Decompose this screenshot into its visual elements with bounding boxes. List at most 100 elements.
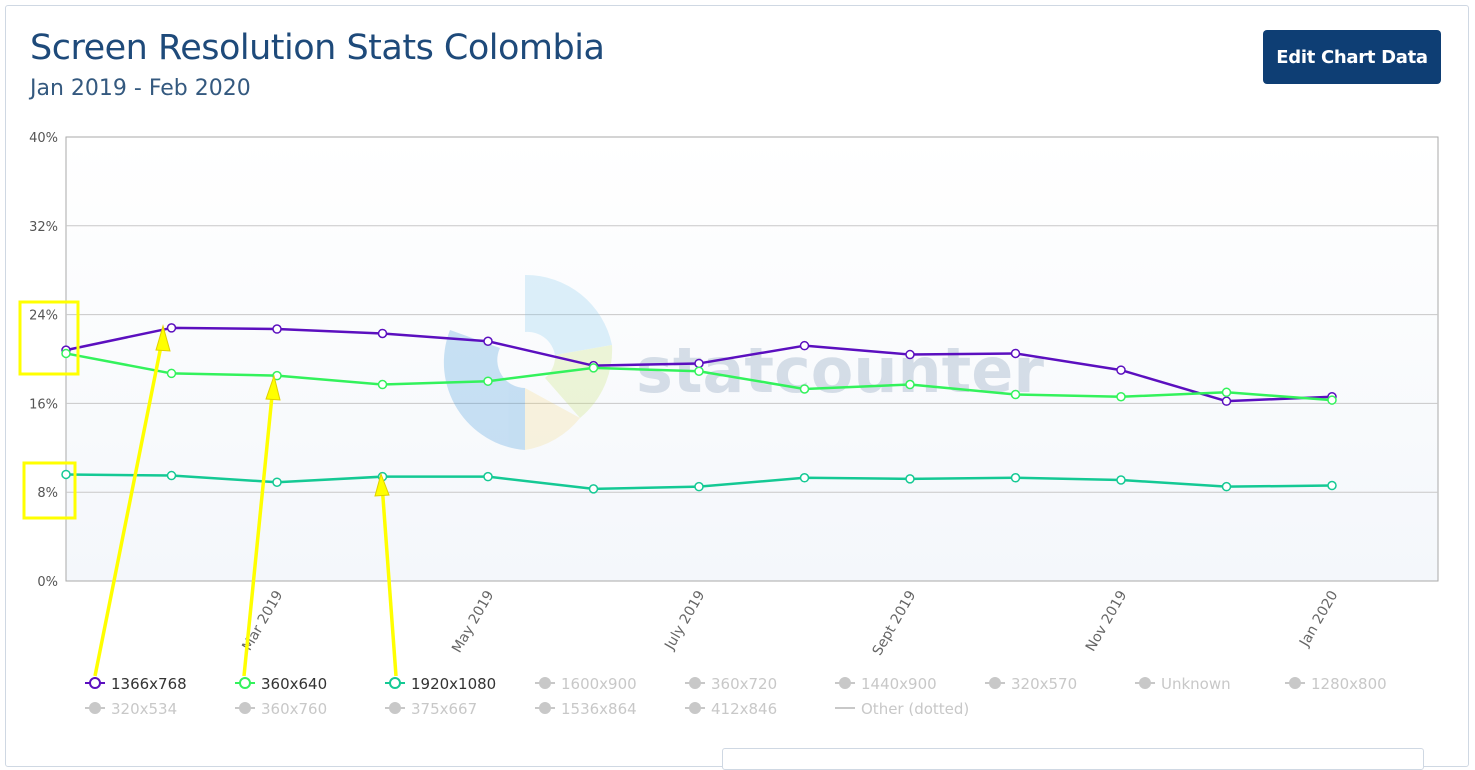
y-tick-label: 16%: [29, 397, 58, 412]
plot-area: [65, 136, 1439, 582]
data-point[interactable]: [694, 358, 704, 369]
legend-label: 1600x900: [561, 675, 637, 693]
data-point[interactable]: [1221, 387, 1232, 398]
data-point[interactable]: [694, 366, 704, 376]
y-tick-label: 24%: [29, 309, 58, 324]
edit-chart-data-button[interactable]: Edit Chart Data: [1263, 30, 1441, 84]
legend-marker: [389, 677, 401, 689]
legend-label: 360x640: [261, 675, 327, 693]
legend-item-320x534[interactable]: 320x534: [85, 700, 177, 718]
legend-item-1366x768[interactable]: 1366x768: [85, 675, 187, 693]
data-point[interactable]: [166, 323, 177, 333]
legend-item-320x570[interactable]: 320x570: [985, 675, 1077, 693]
legend-label: 1280x800: [1311, 675, 1387, 693]
data-point[interactable]: [1010, 389, 1021, 400]
data-point[interactable]: [905, 474, 915, 484]
y-tick-label: 40%: [29, 131, 58, 146]
legend-label: 1536x864: [561, 700, 637, 718]
data-point[interactable]: [799, 340, 810, 351]
lower-panel: [722, 748, 1424, 770]
data-point[interactable]: [799, 473, 810, 483]
legend-item-other-dotted-[interactable]: Other (dotted): [835, 700, 969, 718]
legend-label: 375x667: [411, 700, 477, 718]
x-tick-label: Jan 2020: [1296, 588, 1341, 650]
y-tick-label: 32%: [29, 220, 58, 235]
legend-item-360x640[interactable]: 360x640: [235, 675, 327, 693]
data-point[interactable]: [588, 363, 599, 373]
yellow-arrow-360x640: [242, 374, 281, 677]
series-360x640: [61, 348, 1337, 405]
data-point[interactable]: [61, 469, 71, 480]
data-point[interactable]: [272, 324, 282, 334]
legend-label: 1920x1080: [411, 675, 496, 693]
data-point[interactable]: [377, 328, 388, 339]
legend-label: 360x720: [711, 675, 777, 693]
legend-item-360x720[interactable]: 360x720: [685, 675, 777, 693]
data-point[interactable]: [1221, 396, 1232, 406]
x-tick-label: Sept 2019: [870, 588, 920, 658]
data-point[interactable]: [377, 379, 388, 390]
legend-marker: [539, 677, 551, 689]
data-point[interactable]: [1010, 348, 1021, 359]
legend-label: 360x760: [261, 700, 327, 718]
data-point[interactable]: [1327, 395, 1337, 405]
yellow-arrow-1366x768: [93, 324, 171, 677]
statcounter-watermark: statcounter: [443, 274, 1044, 450]
legend-label: Other (dotted): [861, 700, 969, 718]
legend-marker: [839, 677, 851, 689]
legend-item-412x846[interactable]: 412x846: [685, 700, 777, 718]
legend-label: 412x846: [711, 700, 777, 718]
data-point[interactable]: [1116, 391, 1126, 402]
data-point[interactable]: [799, 384, 810, 394]
legend-item-1920x1080[interactable]: 1920x1080: [385, 675, 496, 693]
data-point[interactable]: [694, 481, 704, 492]
chart-subtitle: Jan 2019 - Feb 2020: [30, 76, 251, 101]
data-point[interactable]: [483, 376, 493, 386]
legend-marker: [239, 677, 251, 689]
legend-item-unknown[interactable]: Unknown: [1135, 675, 1231, 693]
legend-marker: [389, 702, 401, 714]
x-tick-label: May 2019: [449, 588, 497, 656]
legend-item-1600x900[interactable]: 1600x900: [535, 675, 637, 693]
legend: 1366x768 360x640 1920x1080 1600x900 360x720 1…: [85, 675, 1387, 718]
data-point[interactable]: [905, 379, 915, 390]
data-point[interactable]: [905, 349, 915, 360]
highlight-box-8: [22, 461, 77, 520]
legend-label: 320x570: [1011, 675, 1077, 693]
legend-marker: [1289, 677, 1301, 689]
legend-item-1440x900[interactable]: 1440x900: [835, 675, 937, 693]
data-point[interactable]: [1010, 473, 1021, 483]
legend-item-1280x800[interactable]: 1280x800: [1285, 675, 1387, 693]
highlight-annotations: [18, 300, 398, 677]
data-point[interactable]: [272, 477, 282, 487]
legend-marker: [89, 702, 101, 714]
data-point[interactable]: [483, 471, 493, 482]
chart-title: Screen Resolution Stats Colombia: [30, 28, 605, 68]
data-point[interactable]: [1327, 480, 1337, 491]
legend-marker: [1139, 677, 1151, 689]
legend-item-360x760[interactable]: 360x760: [235, 700, 327, 718]
y-tick-label: 0%: [37, 575, 58, 590]
legend-item-1536x864[interactable]: 1536x864: [535, 700, 637, 718]
data-point[interactable]: [166, 368, 177, 379]
data-point[interactable]: [588, 484, 599, 494]
y-tick-label: 8%: [37, 486, 58, 501]
legend-item-375x667[interactable]: 375x667: [385, 700, 477, 718]
series-1920x1080: [61, 469, 1337, 494]
legend-marker: [689, 702, 701, 714]
data-point[interactable]: [1116, 475, 1126, 485]
data-point[interactable]: [61, 348, 71, 359]
legend-label: 1440x900: [861, 675, 937, 693]
x-tick-label: Nov 2019: [1083, 588, 1131, 654]
yellow-arrow-1920x1080: [374, 472, 398, 677]
legend-marker: [89, 677, 101, 689]
data-point[interactable]: [166, 470, 177, 481]
data-point[interactable]: [483, 336, 493, 346]
legend-label: 320x534: [111, 700, 177, 718]
data-point[interactable]: [1221, 481, 1232, 492]
data-point[interactable]: [272, 370, 282, 381]
legend-marker: [689, 677, 701, 689]
legend-marker: [239, 702, 251, 714]
data-point[interactable]: [1116, 365, 1126, 375]
